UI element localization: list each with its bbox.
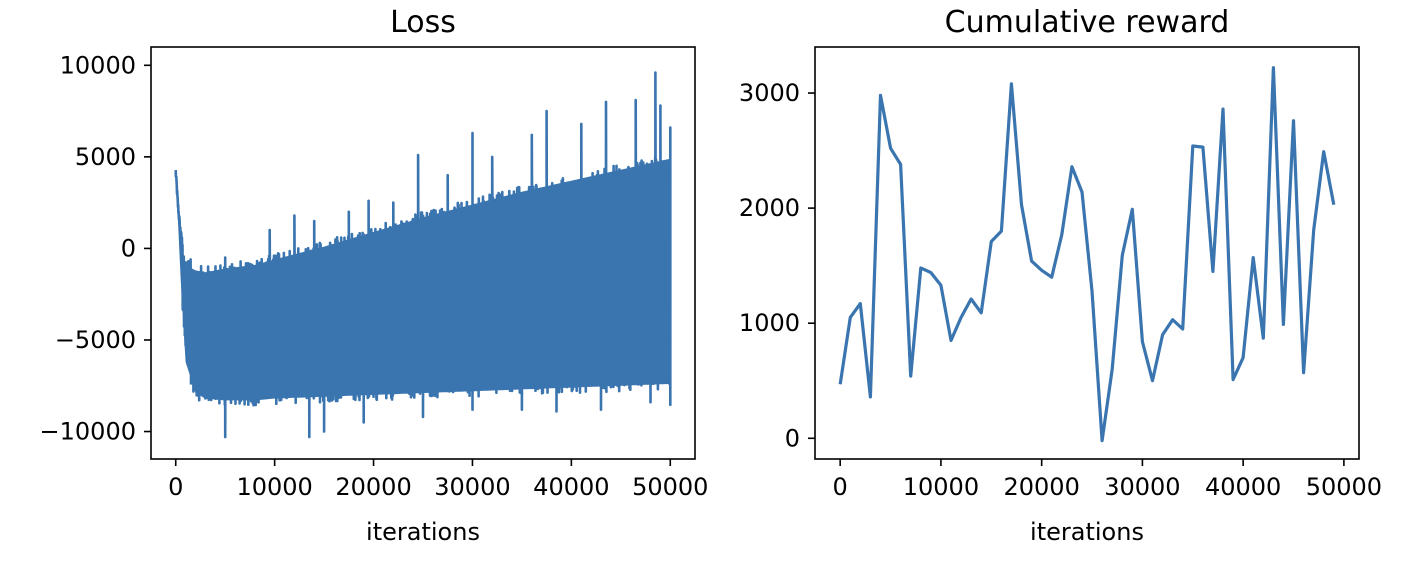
plot-area [838,66,1336,443]
y-tick-label: 0 [121,234,136,262]
x-tick-label: 30000 [434,473,510,501]
chart-title: Cumulative reward [945,5,1230,40]
x-tick-label: 20000 [1003,473,1079,501]
y-tick-label: −10000 [40,418,136,446]
y-tick-label: 10000 [60,51,136,79]
y-tick-label: 1000 [739,309,800,337]
series-line-reward [838,66,1336,443]
x-tick-label: 40000 [1205,473,1281,501]
x-axis: 0 10000 20000 30000 40000 50000 [833,459,1382,501]
loss-chart: Loss 0 10000 20000 30000 40000 50000 −10000−5… [40,5,709,546]
series-line-loss [174,71,672,439]
x-axis-label: iterations [1030,518,1144,546]
y-tick-label: 2000 [739,194,800,222]
y-tick-label: −5000 [55,326,136,354]
y-axis: 0 1000 2000 3000 [739,79,815,452]
reward-chart: Cumulative reward 0 10000 20000 30000 40000 5… [739,5,1382,546]
y-axis: −10000 −5000 0 5000 10000 [40,51,151,446]
x-tick-label: 50000 [632,473,708,501]
y-tick-label: 5000 [75,143,136,171]
x-tick-label: 10000 [236,473,312,501]
x-tick-label: 10000 [903,473,979,501]
x-axis-label: iterations [366,518,480,546]
x-tick-label: 50000 [1306,473,1382,501]
chart-title: Loss [390,5,456,40]
y-tick-label: 0 [785,424,800,452]
x-axis: 0 10000 20000 30000 40000 50000 [168,459,708,501]
plot-area [174,71,672,439]
x-tick-label: 20000 [335,473,411,501]
x-tick-label: 0 [833,473,848,501]
x-tick-label: 30000 [1104,473,1180,501]
axes-frame [814,46,1360,460]
y-tick-label: 3000 [739,79,800,107]
axes-frame [150,46,696,460]
x-tick-label: 0 [168,473,183,501]
x-tick-label: 40000 [533,473,609,501]
